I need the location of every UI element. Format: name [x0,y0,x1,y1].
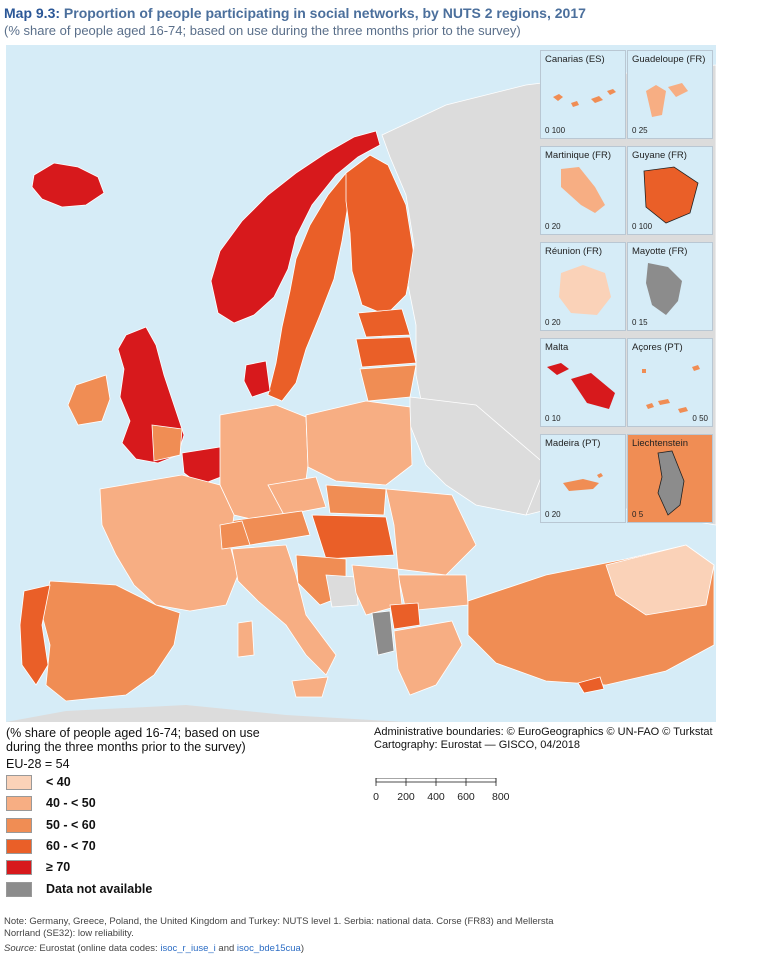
inset-label: Liechtenstein [632,438,688,449]
inset-scale: 0 100 [545,126,566,135]
region-benelux [181,446,227,486]
region-denmark [243,360,271,398]
legend-swatch [6,882,32,897]
legend-item: ≥ 70 [6,860,206,876]
data-code-link[interactable]: isoc_bde15cua [236,943,301,954]
legend-label: 50 - < 60 [46,818,96,832]
legend-swatch [6,818,32,833]
region-spain [41,580,181,702]
region-sicily [291,676,329,698]
inset-label: Réunion (FR) [545,246,603,257]
inset-martinique: Martinique (FR) 0 20 [540,146,626,235]
inset-scale: 0 25 [632,126,648,135]
scale-bar: 0 200 400 600 800 km [373,778,512,803]
region-finland [345,154,415,316]
map-title-text: Proportion of people participating in so… [63,5,586,21]
legend-item: Data not available [6,882,206,898]
region-iceland [31,162,105,208]
data-code-link[interactable]: isoc_r_iuse_i [160,943,216,954]
source-prefix: Source: [4,943,37,954]
map-number: Map 9.3: [4,5,61,21]
region-hungary [311,514,395,560]
legend-item: 40 - < 50 [6,796,206,812]
inset-madeira: Madeira (PT) 0 20 [540,434,626,523]
region-france [99,474,239,612]
legend-label: 40 - < 50 [46,796,96,810]
legend-item: < 40 [6,775,206,791]
region-serbia [351,564,403,616]
inset-scale: 0 100 [632,222,653,231]
inset-guyane: Guyane (FR) 0 100 [627,146,713,235]
source-line: Source: Eurostat (online data codes: iso… [4,943,305,954]
inset-scale: 0 15 [632,318,648,327]
inset-label: Açores (PT) [632,342,683,353]
region-north-africa [6,705,406,722]
region-slovakia [325,484,387,516]
inset-label: Madeira (PT) [545,438,601,449]
region-norway [210,130,381,324]
inset-scale: 0 5 [632,510,644,519]
region-bosnia [325,574,359,608]
inset-reunion: Réunion (FR) 0 20 [540,242,626,331]
region-belarus-ukraine [409,396,547,516]
region-romania [385,488,477,576]
inset-label: Martinique (FR) [545,150,611,161]
legend-item: 60 - < 70 [6,839,206,855]
footnote: Note: Germany, Greece, Poland, the Unite… [4,916,554,939]
scale-tick: 200 [397,791,415,803]
region-turkey-east [605,544,715,616]
inset-scale: 0 10 [545,414,561,423]
inset-malta: Malta 0 10 [540,338,626,427]
inset-scale: 0 50 [692,414,708,423]
map-subtitle: (% share of people aged 16-74; based on … [4,23,521,38]
inset-liechtenstein: Liechtenstein 0 5 [627,434,713,523]
scale-tick: 600 [457,791,475,803]
inset-label: Guyane (FR) [632,150,687,161]
region-uk-south [151,424,183,462]
inset-scale: 0 20 [545,318,561,327]
credits: Administrative boundaries: © EuroGeograp… [374,726,713,752]
eu-average: EU-28 = 54 [6,757,70,771]
region-sardinia [237,620,255,658]
inset-guadeloupe: Guadeloupe (FR) 0 25 [627,50,713,139]
legend-label: Data not available [46,882,153,896]
region-italy [231,544,337,676]
region-north-macedonia [389,602,421,630]
legend-description: (% share of people aged 16-74; based on … [6,726,260,754]
scale-tick: 400 [427,791,445,803]
credits-cartography: Cartography: Eurostat — GISCO, 04/2018 [374,739,581,751]
region-ireland [67,374,111,426]
inset-scale: 0 20 [545,510,561,519]
legend-swatch [6,775,32,790]
legend-label: < 40 [46,775,71,789]
legend-label: ≥ 70 [46,860,71,874]
scale-tick: 0 [373,791,379,803]
legend-label: 60 - < 70 [46,839,96,853]
inset-scale: 0 20 [545,222,561,231]
region-lithuania [359,364,417,402]
region-estonia [357,308,411,338]
inset-acores: Açores (PT) 0 50 [627,338,713,427]
inset-label: Mayotte (FR) [632,246,688,257]
inset-label: Canarias (ES) [545,54,605,65]
inset-canarias: Canarias (ES) 0 100 [540,50,626,139]
credits-boundaries: Administrative boundaries: © EuroGeograp… [374,726,713,738]
region-switzerland [219,520,251,550]
scale-tick: 800 km [492,791,512,803]
region-czechia [267,476,327,516]
region-greece [393,620,463,696]
region-poland [305,400,413,486]
legend-item: 50 - < 60 [6,818,206,834]
legend-swatch [6,796,32,811]
region-latvia [355,336,417,368]
inset-mayotte: Mayotte (FR) 0 15 [627,242,713,331]
region-cyprus [577,676,605,694]
region-albania [371,610,395,656]
legend-swatch [6,860,32,875]
inset-label: Malta [545,342,569,353]
region-portugal [19,584,51,686]
inset-label: Guadeloupe (FR) [632,54,706,65]
legend-swatch [6,839,32,854]
map-title: Map 9.3: Proportion of people participat… [4,5,586,21]
